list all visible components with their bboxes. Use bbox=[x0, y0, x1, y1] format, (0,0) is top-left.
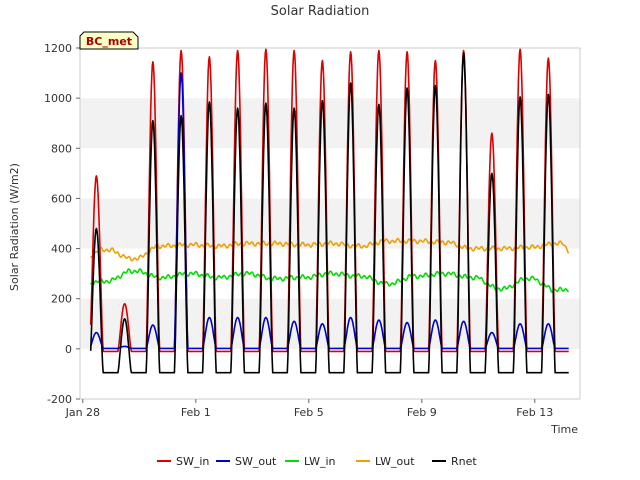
x-axis-label: Time bbox=[550, 423, 578, 436]
site-badge-label: BC_met bbox=[86, 35, 132, 48]
legend-label: LW_out bbox=[375, 455, 415, 468]
x-axis-ticks: Jan 28 Feb 1 Feb 5 Feb 9 Feb 13 bbox=[65, 399, 553, 419]
y-tick-label: 1000 bbox=[44, 92, 72, 105]
series-line-lw-in bbox=[90, 268, 569, 293]
y-tick-label: 800 bbox=[51, 142, 72, 155]
x-tick-label: Feb 13 bbox=[516, 406, 553, 419]
legend-label: SW_in bbox=[176, 455, 209, 468]
series-line-rnet bbox=[89, 52, 569, 374]
plot-area-border bbox=[79, 47, 581, 400]
y-tick-label: 200 bbox=[51, 293, 72, 306]
series-line-sw-in bbox=[89, 48, 569, 353]
legend-label: Rnet bbox=[451, 455, 477, 468]
x-tick-label: Feb 5 bbox=[294, 406, 324, 419]
grid-band bbox=[80, 98, 580, 149]
legend-label: LW_in bbox=[304, 455, 336, 468]
x-tick-label: Jan 28 bbox=[65, 406, 100, 419]
legend-label: SW_out bbox=[235, 455, 277, 468]
grid-band bbox=[80, 48, 580, 99]
y-tick-label: 1200 bbox=[44, 42, 72, 55]
grid-band bbox=[80, 248, 580, 299]
series-line-sw-out bbox=[89, 72, 569, 350]
legend: SW_in SW_out LW_in LW_out Rnet bbox=[157, 455, 477, 468]
chart-title: Solar Radiation bbox=[271, 4, 370, 19]
grid-band bbox=[80, 348, 580, 399]
y-tick-label: 600 bbox=[51, 192, 72, 205]
series-layer bbox=[89, 48, 570, 374]
site-badge-box bbox=[79, 31, 139, 50]
grid-band bbox=[80, 148, 580, 199]
y-tick-label: 400 bbox=[51, 243, 72, 256]
y-tick-label: -200 bbox=[47, 393, 72, 406]
y-axis-ticks: -200 0 200 400 600 800 1000 1200 bbox=[44, 42, 80, 406]
y-tick-label: 0 bbox=[65, 343, 72, 356]
grid-band bbox=[80, 198, 580, 249]
site-badge: BC_met bbox=[79, 31, 139, 50]
x-tick-label: Feb 1 bbox=[181, 406, 211, 419]
x-tick-label: Feb 9 bbox=[407, 406, 437, 419]
y-axis-label: Solar Radiation (W/m2) bbox=[8, 163, 21, 291]
grid-band bbox=[80, 298, 580, 349]
